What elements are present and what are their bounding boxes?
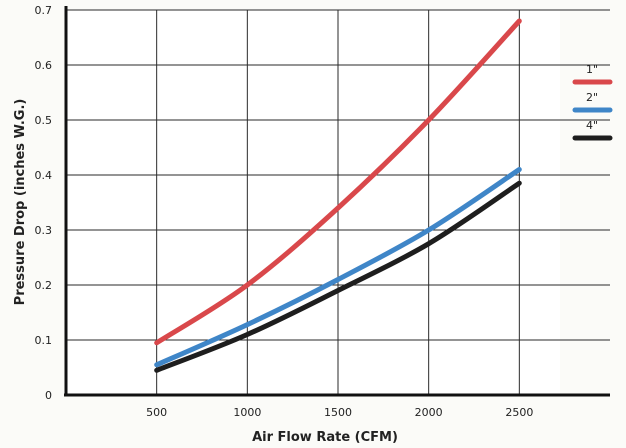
series-lines [154, 18, 522, 373]
grid [66, 9, 610, 395]
legend-label: 2" [586, 91, 598, 104]
x-tick-label: 2000 [415, 406, 443, 419]
y-tick-label: 0 [45, 389, 52, 402]
series-line-1 [154, 18, 522, 346]
y-tick-label: 0.2 [35, 279, 53, 292]
y-tick-labels: 0 0.1 0.2 0.3 0.4 0.5 0.6 0.7 [35, 4, 53, 402]
series-line-2 [154, 167, 522, 368]
y-tick-label: 0.1 [35, 334, 53, 347]
x-tick-label: 2500 [505, 406, 533, 419]
y-tick-label: 0.5 [35, 114, 53, 127]
legend-label: 1" [586, 63, 598, 76]
y-tick-label: 0.7 [35, 4, 53, 17]
y-tick-label: 0.4 [35, 169, 53, 182]
x-tick-label: 1500 [324, 406, 352, 419]
x-axis-title: Air Flow Rate (CFM) [252, 430, 398, 445]
x-tick-label: 500 [146, 406, 167, 419]
legend: 1" 2" 4" [572, 63, 613, 141]
plot-background [66, 10, 560, 395]
y-tick-label: 0.6 [35, 59, 53, 72]
x-tick-label: 1000 [233, 406, 261, 419]
y-tick-label: 0.3 [35, 224, 53, 237]
series-line-3 [154, 180, 522, 373]
y-axis-title: Pressure Drop (inches W.G.) [13, 99, 28, 306]
legend-label: 4" [586, 119, 598, 132]
axes [64, 6, 610, 397]
x-tick-labels: 500 1000 1500 2000 2500 [146, 406, 533, 419]
